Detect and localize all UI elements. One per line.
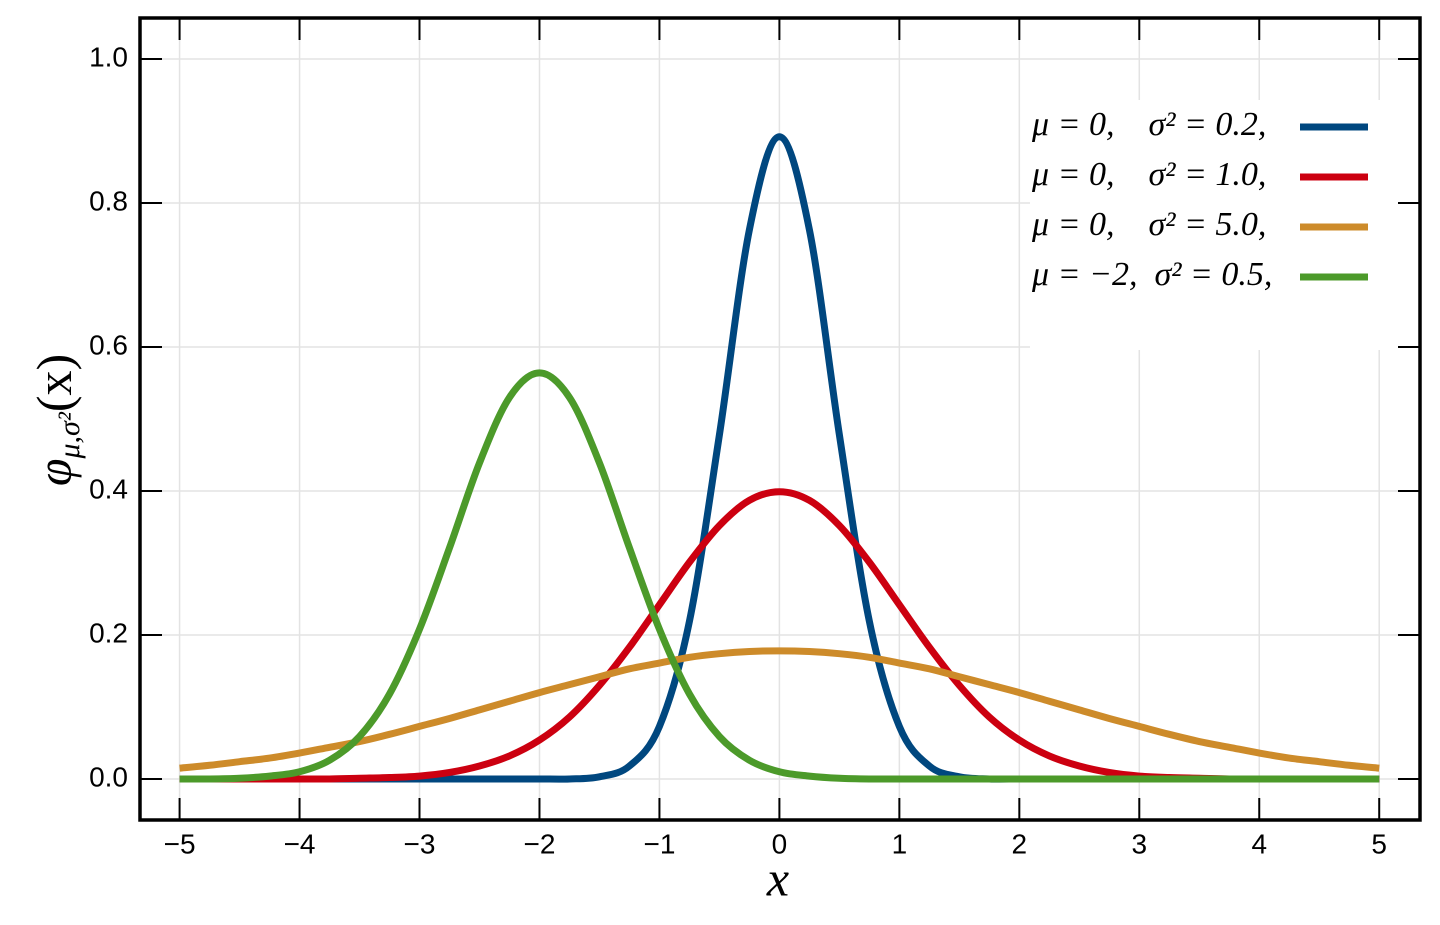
x-tick-label: −3	[404, 828, 436, 859]
x-tick-label: −2	[524, 828, 556, 859]
legend-label: μ = −2, σ² = 0.5,	[1031, 256, 1272, 293]
x-tick-label: 2	[1012, 828, 1028, 859]
x-tick-label: −4	[284, 828, 316, 859]
x-tick-label: 1	[892, 828, 908, 859]
legend-label: μ = 0, σ² = 1.0,	[1031, 156, 1266, 193]
x-tick-label: 0	[772, 828, 788, 859]
x-tick-label: −1	[643, 828, 675, 859]
y-tick-label: 1.0	[89, 41, 128, 72]
plot-frame	[138, 16, 1422, 822]
series-line	[179, 369, 1380, 783]
x-tick-label: 4	[1251, 828, 1267, 859]
ticks: −5 −4 −3 −2 −1 0 1 2 3 4 5 0.0 0.2 0.4 0.6 0.8 1.0	[89, 18, 1420, 859]
y-label-subscript: μ,σ²	[53, 411, 86, 459]
x-tick-label: −5	[164, 828, 196, 859]
x-axis-label: x	[766, 850, 789, 906]
legend-label: μ = 0, σ² = 0.2,	[1031, 106, 1266, 143]
y-tick-label: 0.4	[89, 473, 128, 504]
y-tick-label: 0.2	[89, 617, 128, 648]
legend: μ = 0, σ² = 0.2, μ = 0, σ² = 1.0, μ = 0, σ…	[1030, 100, 1418, 350]
plot-lines	[179, 133, 1380, 783]
series-line	[179, 647, 1380, 772]
y-tick-label: 0.8	[89, 185, 128, 216]
y-tick-label: 0.6	[89, 329, 128, 360]
y-tick-label: 0.0	[89, 761, 128, 792]
y-label-argument: (x)	[26, 354, 82, 412]
legend-label: μ = 0, σ² = 5.0,	[1031, 206, 1266, 243]
y-label-symbol: φ	[26, 459, 82, 487]
x-tick-label: 3	[1131, 828, 1147, 859]
y-axis-label: φμ,σ²(x)	[26, 354, 85, 486]
x-tick-label: 5	[1371, 828, 1387, 859]
